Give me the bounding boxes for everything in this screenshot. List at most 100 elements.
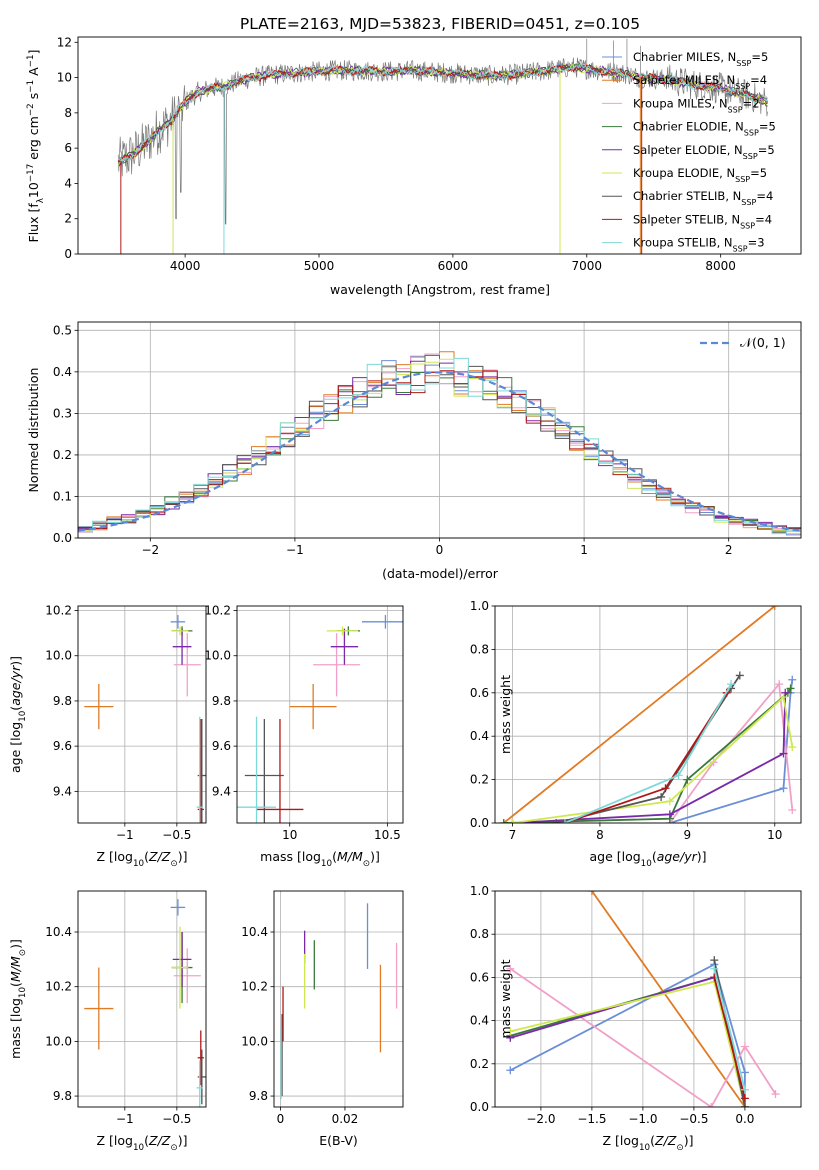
series-marker [683, 775, 692, 784]
plot-area [280, 903, 398, 1099]
y-tick-label: 9.8 [53, 1089, 72, 1103]
y-axis-label: mass [log10(M/M⊙)] [8, 939, 28, 1059]
series-chabrier-elodie [499, 684, 795, 823]
axes-frame [77, 36, 802, 255]
y-axis-label: mass weight [498, 959, 513, 1038]
x-tick-label: 0.02 [332, 1112, 359, 1126]
series-marker [707, 1103, 716, 1107]
figure-title: PLATE=2163, MJD=53823, FIBERID=0451, z=0… [240, 15, 640, 33]
axes-frame [77, 321, 802, 539]
series-marker [710, 964, 719, 973]
series-line [669, 679, 794, 823]
axes-frame [273, 890, 404, 1108]
y-tick-label: 1.0 [470, 884, 489, 898]
legend-label-normal: 𝒩(0, 1) [740, 335, 786, 350]
x-tick-label: 0 [436, 543, 444, 557]
errorbar-point-kroupa-elodie [171, 926, 189, 1009]
series-kroupa-miles [506, 964, 780, 1107]
y-tick-label: 0.2 [470, 773, 489, 787]
series-line [564, 692, 728, 823]
y-tick-label: 0.8 [470, 927, 489, 941]
y-tick-label: 9.8 [212, 694, 231, 708]
legend-label-chabrier-stelib: Chabrier STELIB, NSSP=4 [633, 189, 773, 207]
mass-vs-metallicity-panel: −1 −0.5 9.8 10.0 10.2 10.4 Z [log10(Z/Z⊙)] mass… [8, 890, 207, 1153]
x-tick-label: 7 [509, 828, 517, 842]
series-line [510, 976, 746, 1107]
x-tick-label: −2.0 [526, 1112, 555, 1126]
errorbar-point-salpeter-miles [84, 683, 114, 730]
age-vs-metallicity-panel: −1 −0.5 9.4 9.6 9.8 10.0 10.2 Z [log10(Z/Z⊙)] ag… [8, 604, 207, 869]
errorbar-point-chabrier-miles [170, 615, 186, 629]
axes-frame [77, 890, 207, 1108]
errorbar-point-kroupa-stelib [237, 716, 277, 823]
series-kroupa-stelib [710, 964, 749, 1094]
y-tick-label: 10.0 [45, 649, 72, 663]
plot-area [237, 615, 403, 823]
y-tick-label: 0.4 [470, 1014, 489, 1028]
x-tick-label: −1.0 [628, 1112, 657, 1126]
series-marker [661, 784, 670, 793]
series-marker [506, 1027, 515, 1036]
series-marker [786, 684, 795, 693]
errorbar-point-salpeter-elodie [172, 932, 192, 987]
x-axis-label: (data-model)/error [382, 566, 499, 581]
legend-label-salpeter-elodie: Salpeter ELODIE, NSSP=5 [633, 143, 775, 161]
y-tick-label: 0.5 [53, 323, 72, 337]
legend-label-salpeter-miles: Salpeter MILES, NSSP=4 [633, 73, 767, 91]
series-marker [552, 819, 561, 823]
residuals-panel: −2 −1 0 1 2 0.0 0.1 0.2 0.3 0.4 0.5 (data-model)/er… [26, 321, 802, 581]
errorbar-point-chabrier-stelib [197, 1049, 206, 1105]
x-axis-label: Z [log10(Z/Z⊙)] [97, 1133, 188, 1153]
y-tick-label: 10.2 [241, 980, 268, 994]
histogram-kroupa-stelib [78, 357, 801, 535]
x-tick-label: 8000 [705, 259, 736, 273]
series-marker [740, 1103, 749, 1107]
series-kroupa-elodie [508, 693, 797, 823]
errorbar-point-kroupa-miles [173, 633, 201, 697]
errorbar-point-salpeter-elodie [172, 628, 192, 665]
x-tick-label: −2 [141, 543, 159, 557]
y-tick-label: 0.8 [470, 642, 489, 656]
x-tick-label: 10 [767, 828, 782, 842]
legend: Chabrier MILES, NSSP=5 Salpeter MILES, NS… [602, 50, 776, 253]
plot-area [499, 606, 797, 823]
y-axis-label: mass weight [498, 675, 513, 754]
errorbar-point-kroupa-miles [313, 633, 361, 697]
y-tick-label: 10.2 [45, 604, 72, 618]
errorbar-point-kroupa-stelib [196, 1060, 203, 1107]
y-tick-label: 0.3 [53, 406, 72, 420]
y-tick-label: 0.0 [470, 816, 489, 830]
y-tick-label: 10.0 [45, 1034, 72, 1048]
series-marker [674, 771, 683, 780]
x-tick-label: 7000 [572, 259, 603, 273]
y-tick-label: 0.2 [53, 448, 72, 462]
x-tick-label: −1 [116, 828, 134, 842]
y-tick-label: 0.0 [470, 1100, 489, 1114]
errorbar-point-chabrier-stelib [197, 719, 206, 823]
axes-frame [494, 605, 802, 824]
y-tick-label: 0.4 [470, 729, 489, 743]
errorbar-point-salpeter-stelib [197, 1030, 204, 1086]
y-axis-label: Normed distribution [26, 368, 41, 493]
series-marker [775, 680, 784, 689]
series-salpeter-elodie [506, 973, 749, 1107]
series-marker [508, 819, 517, 823]
model-spectrum-kroupa-stelib [117, 63, 768, 163]
series-line [713, 968, 746, 1090]
series-line [555, 674, 741, 823]
series-marker [740, 1068, 749, 1077]
x-tick-label: −0.5 [162, 1112, 191, 1126]
plot-area [78, 351, 801, 536]
x-axis-label: age [log10(age/yr)] [589, 849, 706, 869]
errorbar-point-salpeter-elodie [330, 628, 359, 665]
x-tick-label: −1.5 [577, 1112, 606, 1126]
series-chabrier-elodie [506, 973, 749, 1107]
y-tick-label: 10.2 [45, 980, 72, 994]
y-tick-label: 10.0 [241, 1034, 268, 1048]
y-tick-label: 9.8 [53, 694, 72, 708]
observed-spectrum-line [117, 57, 768, 225]
errorbar-point-salpeter-stelib [256, 719, 304, 823]
y-tick-label: 0.2 [470, 1057, 489, 1071]
x-tick-label: 2 [725, 543, 733, 557]
x-tick-label: 0.0 [735, 1112, 754, 1126]
